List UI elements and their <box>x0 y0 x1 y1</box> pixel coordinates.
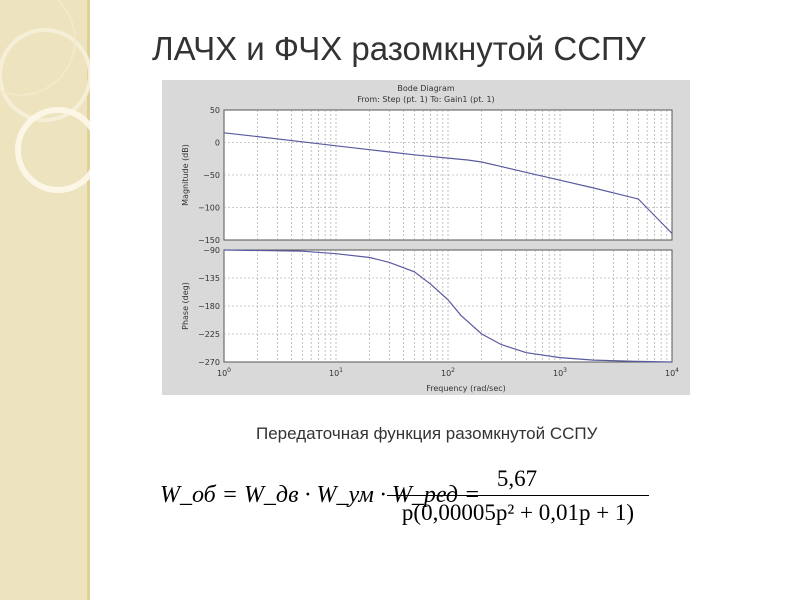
phase-y-tick-label: −90 <box>203 246 220 255</box>
bode-plot-panel: Bode Diagram From: Step (pt. 1) To: Gain… <box>162 80 690 395</box>
x-tick-label: 102 <box>441 367 455 378</box>
phase-subplot: −90 −135 −180 −225 −270 Phase (deg) <box>181 246 673 367</box>
magnitude-y-tick-label: −100 <box>198 204 220 213</box>
chart-title: Bode Diagram <box>397 84 454 93</box>
magnitude-y-tick-label: −150 <box>198 236 220 245</box>
slide-title: ЛАЧХ и ФЧХ разомкнутой ССПУ <box>152 30 646 67</box>
phase-y-axis-label: Phase (deg) <box>181 282 190 330</box>
phase-y-tick-label: −225 <box>198 330 220 339</box>
magnitude-y-axis-label: Magnitude (dB) <box>181 144 190 206</box>
x-tick-label: 101 <box>329 367 343 378</box>
magnitude-y-tick-label: 50 <box>210 106 220 115</box>
phase-series-line <box>223 249 673 363</box>
transfer-function-formula: W_об = W_дв · W_ум · W_ред = 5,67 p(0,00… <box>160 460 680 540</box>
magnitude-series-line <box>223 132 673 234</box>
magnitude-y-tick-label: 0 <box>215 139 220 148</box>
bode-diagram: Bode Diagram From: Step (pt. 1) To: Gain… <box>181 84 679 393</box>
x-axis-ticks: 100 101 102 103 104 <box>217 367 679 378</box>
phase-y-tick-label: −270 <box>198 358 220 367</box>
x-tick-label: 104 <box>665 367 679 378</box>
x-tick-label: 100 <box>217 367 231 378</box>
magnitude-y-tick-label: −50 <box>203 171 220 180</box>
x-tick-label: 103 <box>553 367 567 378</box>
fraction-bar <box>387 495 649 496</box>
decorative-sidebar <box>0 0 90 600</box>
formula-denominator: p(0,00005p² + 0,01p + 1) <box>401 500 635 525</box>
phase-y-tick-label: −180 <box>198 302 220 311</box>
decorative-circles <box>0 0 90 193</box>
chart-subtitle: From: Step (pt. 1) To: Gain1 (pt. 1) <box>357 95 494 104</box>
phase-y-tick-label: −135 <box>198 274 220 283</box>
transfer-function-caption: Передаточная функция разомкнутой ССПУ <box>256 424 598 443</box>
x-axis-label: Frequency (rad/sec) <box>426 384 506 393</box>
magnitude-subplot: 50 0 −50 −100 −150 Magnitude (dB) <box>181 106 673 245</box>
formula-numerator: 5,67 <box>496 466 538 491</box>
